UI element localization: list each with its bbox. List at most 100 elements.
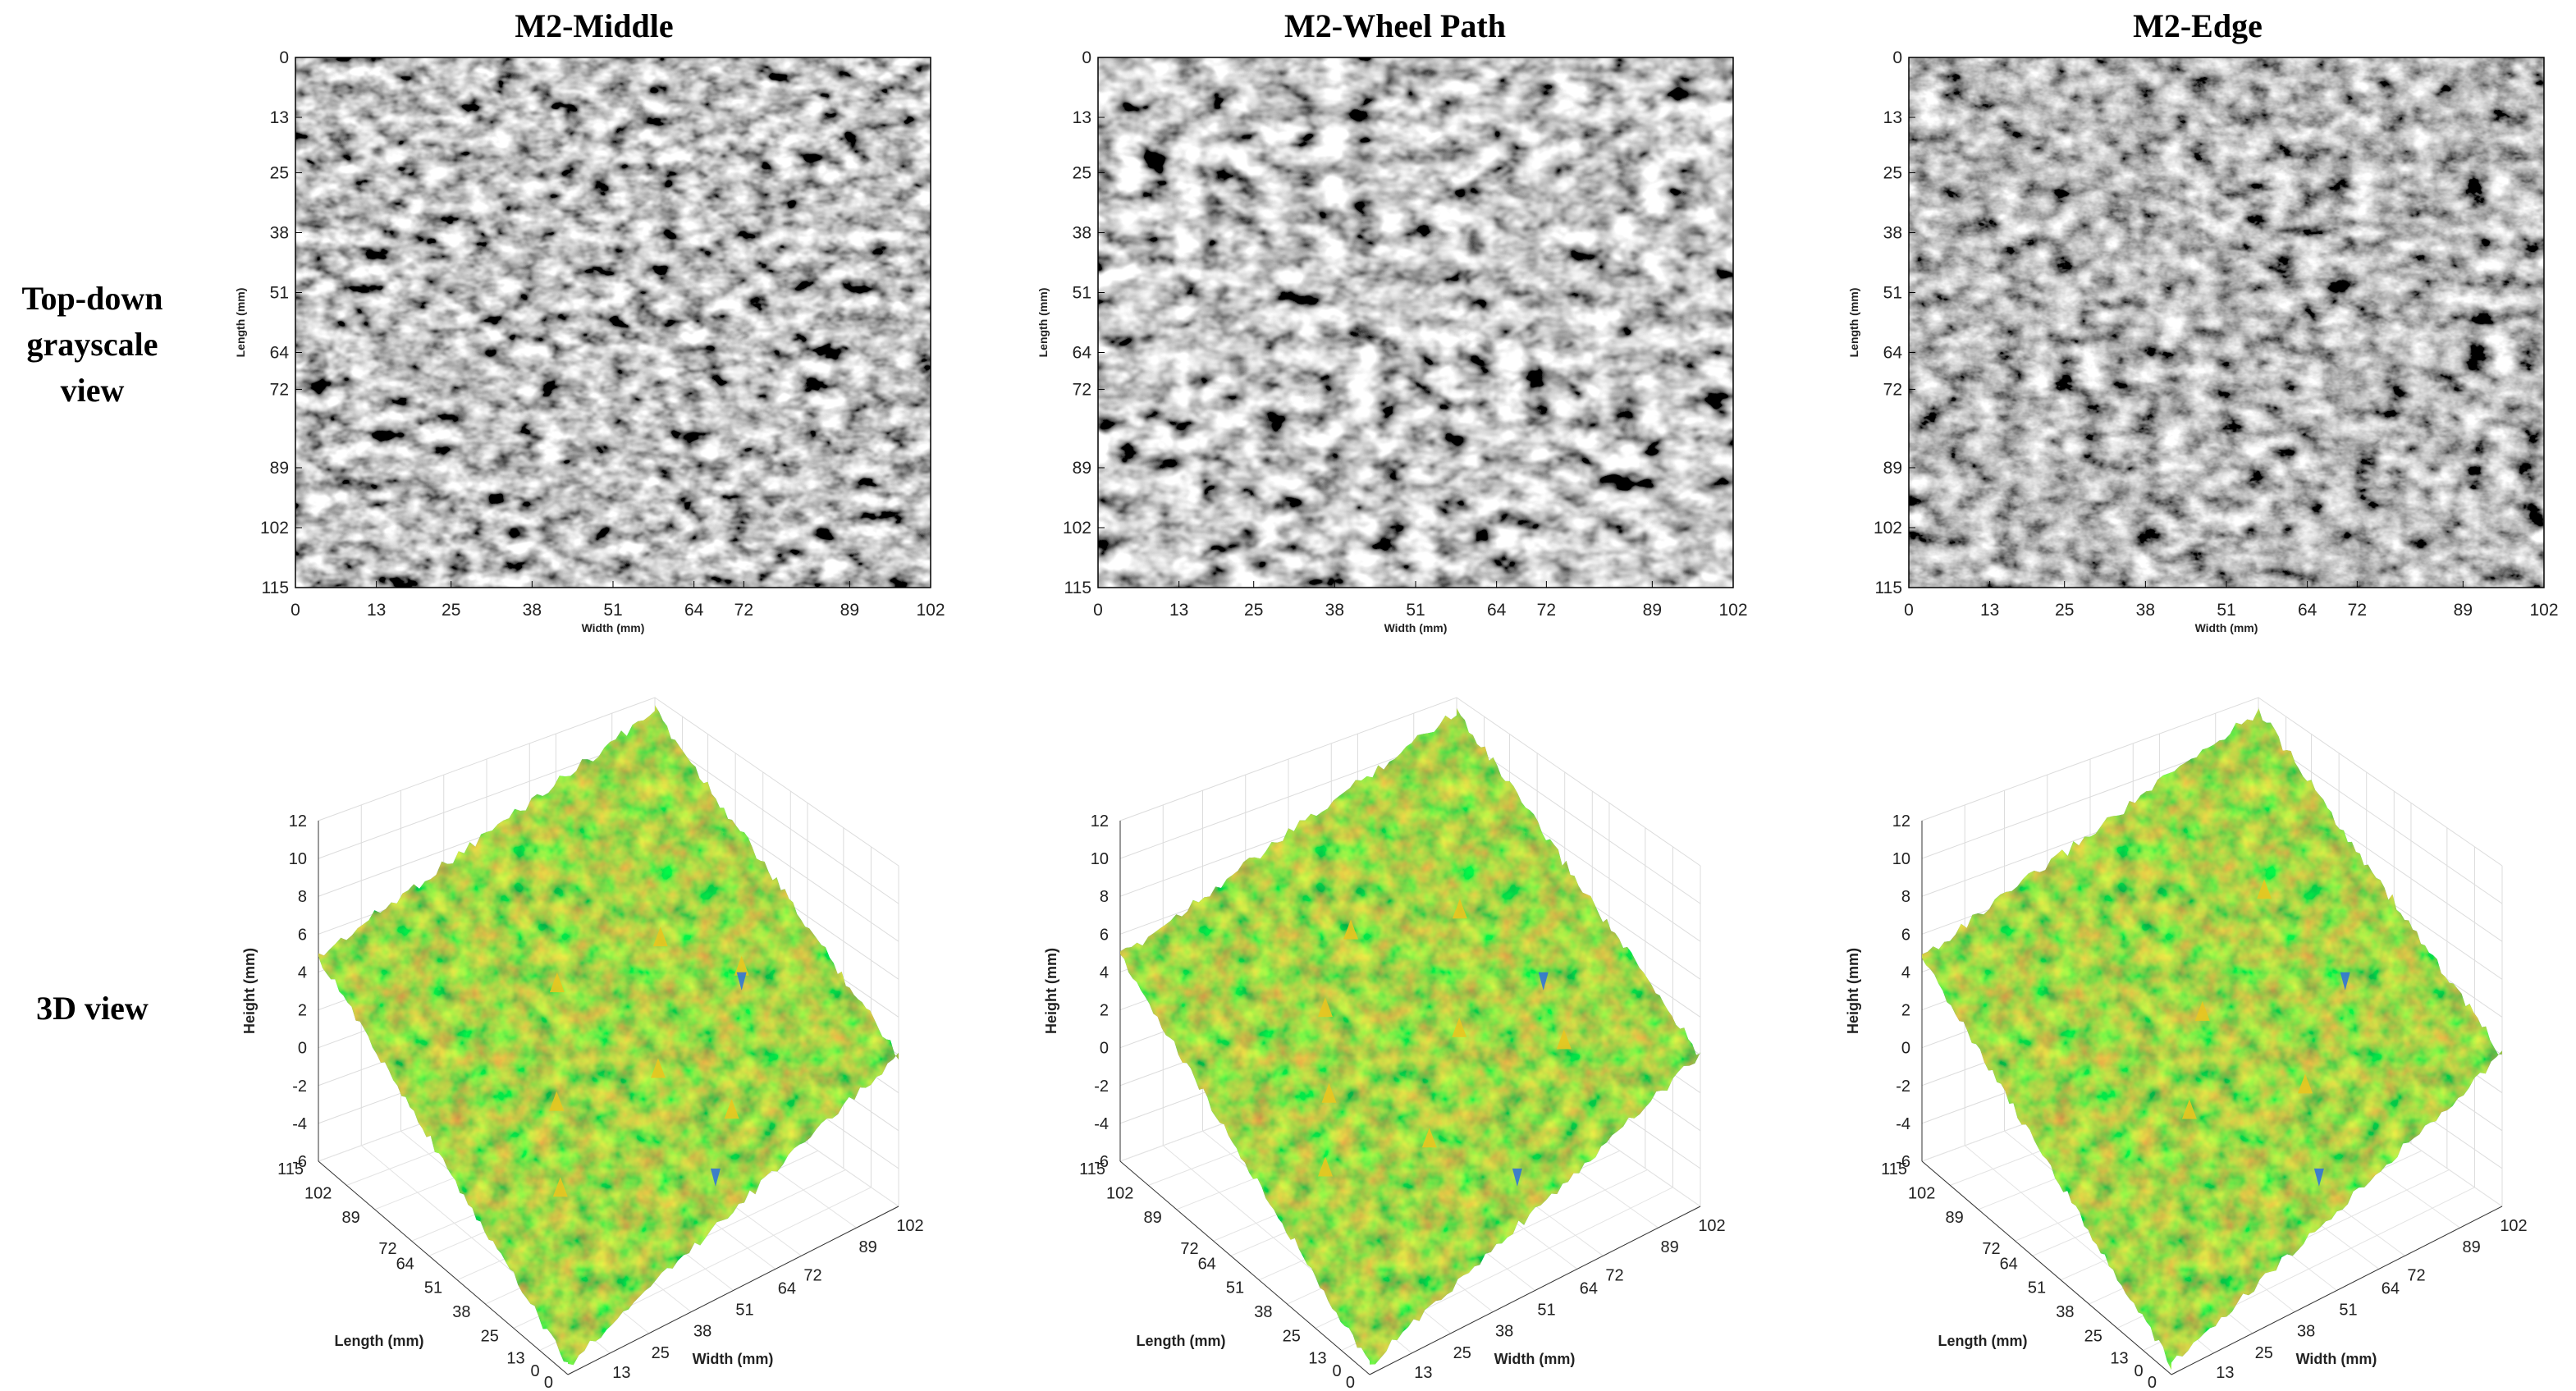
y-tick-label: 115 [1875, 579, 1902, 597]
surface-peak [1317, 1156, 1333, 1177]
height-tick-label: 6 [1901, 926, 1910, 944]
y-tick-label: 51 [1073, 283, 1091, 302]
width-tick-label: 72 [1605, 1266, 1623, 1284]
y-tick-label: 64 [1073, 344, 1092, 363]
height-tick-label: -6 [1896, 1153, 1910, 1171]
y-tick-label: 0 [1892, 48, 1902, 67]
height-tick-label: 4 [1100, 963, 1109, 981]
x-tick-label: 13 [367, 601, 386, 620]
y-tick-label: 13 [270, 108, 289, 127]
y-tick-label: 89 [1073, 459, 1091, 478]
y-axis-label: Length (mm) [1036, 288, 1050, 358]
heatmap-panel-1: 0 13 25 38 51 64 72 89 102 0 13 25 38 51 64 72 89 102 115 W… [1036, 48, 1748, 634]
x-tick-label: 89 [1643, 601, 1662, 620]
surface-peak [549, 1091, 565, 1111]
surface-pit [710, 1168, 721, 1187]
surface-pit [1538, 972, 1549, 991]
panel-title-middle: M2-Middle [515, 7, 674, 44]
width-axis-label: Width (mm) [1494, 1351, 1576, 1367]
width-tick-label: 89 [1661, 1238, 1679, 1256]
length-tick-label: 51 [2028, 1279, 2046, 1297]
heatmap-image [1098, 57, 1733, 588]
heatmap-image [1909, 57, 2544, 588]
height-tick-label: 6 [298, 926, 307, 944]
x-tick-label: 13 [1169, 601, 1188, 620]
x-tick-label: 25 [2055, 601, 2074, 620]
surface-peak [734, 955, 749, 976]
height-tick-label: 0 [1100, 1040, 1109, 1058]
length-tick-label: 38 [2056, 1303, 2074, 1321]
x-tick-label: 38 [2136, 601, 2155, 620]
surface-peak [1343, 919, 1358, 940]
y-tick-label: 51 [1883, 283, 1902, 302]
length-axis-label: Length (mm) [1938, 1333, 2028, 1349]
height-tick-label: 8 [1100, 888, 1109, 906]
width-tick-label: 13 [1414, 1364, 1432, 1382]
length-axis-line [1921, 1160, 2172, 1375]
length-tick-label: 38 [452, 1303, 470, 1321]
surface-peak [1317, 997, 1333, 1018]
length-tick-label: 102 [1908, 1184, 1935, 1202]
height-tick-label: -6 [292, 1153, 307, 1171]
height-tick-label: -4 [1896, 1115, 1910, 1133]
x-tick-label: 72 [2348, 601, 2367, 620]
width-tick-label: 72 [2407, 1266, 2425, 1284]
y-tick-label: 25 [1883, 163, 1902, 182]
y-tick-label: 13 [1073, 108, 1091, 127]
length-tick-label: 115 [1881, 1160, 1907, 1178]
surface-peak [552, 1177, 568, 1197]
y-tick-label: 0 [1082, 48, 1091, 67]
width-tick-label: 89 [859, 1238, 877, 1256]
y-axis-label: Length (mm) [1847, 288, 1860, 358]
width-tick-label: 64 [2382, 1279, 2400, 1297]
width-tick-label: 102 [2500, 1217, 2527, 1235]
x-tick-label: 102 [916, 601, 945, 620]
surface-peak [652, 927, 668, 947]
y-tick-label: 102 [1063, 519, 1091, 538]
width-tick-label: 51 [1537, 1302, 1555, 1320]
surface-peak [1421, 1128, 1437, 1148]
length-axis-line [318, 1160, 569, 1375]
surface-peak [549, 972, 565, 993]
length-tick-label: 13 [1308, 1350, 1326, 1368]
y-axis-label: Length (mm) [234, 288, 247, 358]
length-tick-label: 89 [341, 1209, 359, 1227]
x-tick-label: 72 [1537, 601, 1556, 620]
x-tick-label: 0 [1904, 601, 1914, 620]
surface-texture [1120, 707, 1700, 1365]
length-axis-line [1119, 1160, 1370, 1375]
length-tick-label: 38 [1254, 1303, 1272, 1321]
surface-peak [2298, 1073, 2313, 1094]
y-tick-label: 89 [1883, 459, 1902, 478]
length-tick-label: 13 [506, 1350, 524, 1368]
row-label-top-line-2: grayscale [26, 326, 158, 363]
length-tick-label: 102 [304, 1184, 332, 1202]
y-tick-label: 25 [270, 163, 289, 182]
length-tick-label: 89 [1945, 1209, 1963, 1227]
length-tick-label: 64 [396, 1255, 414, 1273]
y-tick-label: 51 [270, 283, 289, 302]
y-tick-label: 38 [1883, 223, 1902, 242]
surface-pit [736, 972, 747, 991]
width-tick-label: 25 [652, 1344, 670, 1362]
length-axis-label: Length (mm) [335, 1333, 424, 1349]
length-tick-label: 72 [1982, 1240, 2000, 1258]
x-tick-label: 102 [1718, 601, 1747, 620]
width-axis-label: Width (mm) [693, 1351, 774, 1367]
width-tick-label: 102 [1698, 1217, 1725, 1235]
x-tick-label: 0 [291, 601, 300, 620]
height-tick-label: 4 [1901, 963, 1910, 981]
row-label-top-line-3: view [60, 372, 125, 409]
surface-peak [2257, 879, 2272, 899]
y-tick-label: 102 [260, 519, 289, 538]
width-tick-label: 89 [2463, 1238, 2481, 1256]
length-tick-label: 51 [424, 1279, 442, 1297]
row-label-bottom-line-1: 3D view [36, 990, 149, 1027]
height-tick-label: 10 [289, 850, 307, 868]
height-tick-label: -6 [1094, 1153, 1109, 1171]
height-tick-label: -2 [1896, 1078, 1910, 1096]
width-tick-label: 38 [693, 1323, 711, 1341]
length-tick-label: 0 [544, 1374, 553, 1391]
